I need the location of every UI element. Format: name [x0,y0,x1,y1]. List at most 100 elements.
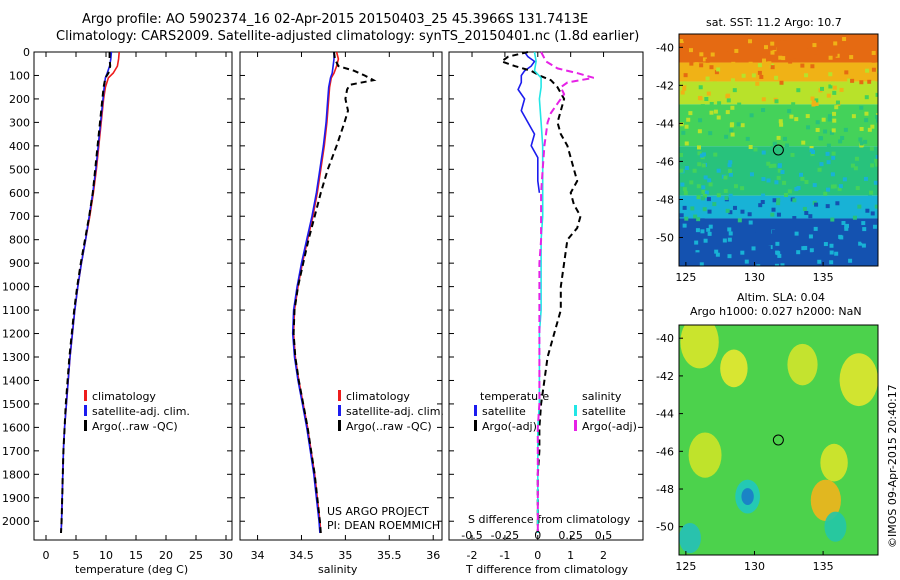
sst-pixel [863,139,868,144]
sst-pixel [761,108,766,113]
sst-pixel [776,175,781,180]
sst-pixel [873,180,878,185]
sst-pixel [817,167,822,172]
sst-pixel [680,182,685,187]
sst-pixel [847,78,852,83]
sst-pixel [748,145,753,150]
y-tick-label: 200 [9,93,30,106]
sst-pixel [679,152,684,157]
x-tick-label: 5 [73,549,80,562]
series-line [536,51,594,533]
sla-anomaly [679,522,701,554]
legend-sal-satellite: satellite [574,405,626,418]
sst-pixel [817,259,822,264]
x-tick-label: 36 [426,549,440,562]
sst-pixel [832,90,837,95]
sst-pixel [772,163,777,168]
sst-pixel [859,80,864,85]
sst-pixel [774,180,779,185]
sst-pixel [695,250,700,255]
sst-pixel [684,216,689,221]
sst-pixel [826,143,831,148]
lat-tick-label: -40 [656,41,674,54]
sst-pixel [839,235,844,240]
sst-pixel [825,151,830,156]
argo-position-marker [772,144,784,156]
salinity-axis-label: salinity [318,563,358,576]
sst-pixel [867,127,872,132]
series-line [499,51,582,533]
sst-pixel [688,48,693,53]
series-line [292,51,340,534]
sst-pixel [852,215,857,220]
sdiff-tick-label: -0.25 [491,529,519,542]
sst-pixel [680,90,685,95]
sst-pixel [683,37,688,42]
sst-pixel [706,227,711,232]
sst-pixel [796,185,801,190]
sst-pixel [771,229,776,234]
sst-pixel [772,45,777,50]
sst-pixel [802,206,807,211]
sst-pixel [696,195,701,200]
sst-pixel [804,211,809,216]
sst-pixel [724,134,729,139]
sst-pixel [722,238,727,243]
sst-pixel [867,195,872,200]
sst-pixel [712,81,717,86]
y-tick-label: 1100 [2,304,30,317]
sst-pixel [707,178,712,183]
y-tick-label: 1500 [2,398,30,411]
sst-pixel [739,259,744,264]
sst-pixel [867,79,872,84]
sst-pixel [833,52,838,57]
sst-pixel [780,263,785,266]
sst-pixel [854,156,859,161]
sst-pixel [753,147,758,152]
x-tick-label: 15 [129,549,143,562]
sla-map-panel: 125 130 135 -40 -42 -44 -46 -48 -50 [656,324,879,573]
sst-pixel [829,51,834,56]
sst-pixel [804,180,809,185]
sst-pixel [875,155,878,160]
y-tick-label: 1700 [2,445,30,458]
plot-frame [33,51,233,541]
sst-pixel [684,141,689,146]
sst-pixel [723,175,728,180]
sst-pixel [864,118,869,123]
lon-tick-label: 135 [813,271,834,284]
legend-temp-argo: Argo(-adj) [474,420,537,433]
sst-band [679,62,878,82]
sst-pixel [700,104,705,109]
sst-pixel [708,224,713,229]
sst-pixel [864,95,869,100]
plot-frame [448,51,644,541]
sst-pixel [863,176,868,181]
sst-pixel [729,128,734,133]
sst-pixel [702,57,707,62]
sst-pixel [701,163,706,168]
y-tick-label: 1300 [2,351,30,364]
sst-pixel [835,100,840,105]
lon-tick-label: 135 [813,560,834,573]
lon-tick-label: 130 [744,560,765,573]
sst-pixel [870,211,875,216]
sst-pixel [693,214,698,219]
sst-pixel [870,163,875,168]
sst-pixel [813,226,818,231]
sst-pixel [771,207,776,212]
sst-pixel [784,143,789,148]
sst-pixel [812,183,817,188]
sst-pixel [848,258,853,263]
sst-pixel [844,41,849,46]
sst-pixel [776,201,781,206]
sst-pixel [697,162,702,167]
sst-pixel [770,146,775,151]
lat-tick-label: -44 [656,117,674,130]
sst-pixel [820,86,825,91]
sst-pixel [766,245,771,250]
series-line [291,52,335,534]
sst-pixel [740,123,745,128]
sst-pixel [776,135,781,140]
x-tick-label: -2 [467,549,478,562]
